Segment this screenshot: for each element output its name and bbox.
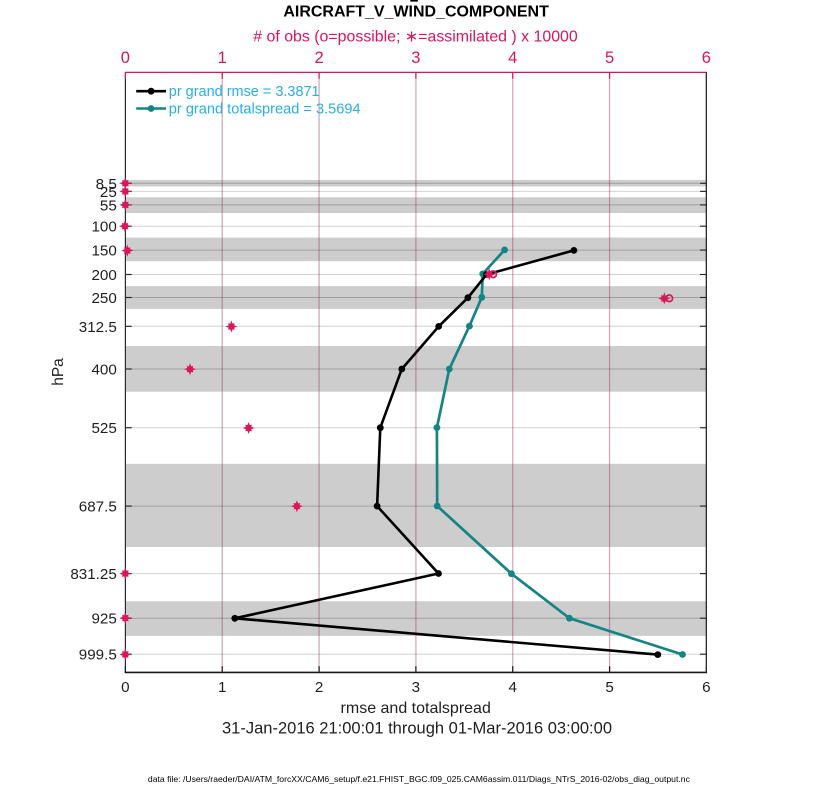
svg-text:400: 400 — [91, 362, 116, 379]
svg-text:# of obs (o=possible; ∗=assimi: # of obs (o=possible; ∗=assimilated ) x … — [253, 29, 578, 46]
svg-text:1: 1 — [218, 49, 227, 67]
svg-text:312.5: 312.5 — [79, 319, 117, 336]
svg-text:525: 525 — [91, 420, 116, 437]
svg-text:25: 25 — [100, 184, 117, 201]
svg-text:AIRCRAFT_V_WIND_COMPONENT: AIRCRAFT_V_WIND_COMPONENT — [283, 3, 549, 20]
svg-text:0: 0 — [121, 49, 130, 67]
svg-text:4: 4 — [509, 679, 517, 696]
svg-text:150: 150 — [91, 243, 116, 260]
svg-text:hPa: hPa — [50, 358, 67, 386]
svg-text:2: 2 — [315, 679, 323, 696]
svg-text:55: 55 — [100, 197, 117, 214]
svg-text:2: 2 — [314, 49, 323, 67]
svg-text:3: 3 — [411, 49, 420, 67]
svg-text:3: 3 — [412, 679, 420, 696]
svg-text:rmse and totalspread: rmse and totalspread — [341, 700, 491, 717]
svg-text:1: 1 — [218, 679, 226, 696]
svg-text:687.5: 687.5 — [79, 499, 117, 516]
svg-text:999.5: 999.5 — [79, 647, 117, 664]
svg-text:250: 250 — [91, 290, 116, 307]
svg-text:100: 100 — [91, 219, 116, 236]
svg-text:5: 5 — [605, 679, 613, 696]
svg-text:0: 0 — [121, 679, 129, 696]
svg-text:pr grand rmse = 3.3871: pr grand rmse = 3.3871 — [169, 84, 320, 100]
svg-text:200: 200 — [91, 267, 116, 284]
svg-text:8.5: 8.5 — [96, 176, 117, 193]
svg-text:6: 6 — [702, 679, 710, 696]
svg-text:4: 4 — [508, 49, 517, 67]
svg-text:6: 6 — [702, 49, 711, 67]
svg-text:pr grand totalspread = 3.5694: pr grand totalspread = 3.5694 — [169, 101, 361, 117]
svg-text:5: 5 — [605, 49, 614, 67]
svg-text:831.25: 831.25 — [70, 566, 116, 583]
svg-text:31-Jan-2016 21:00:01 through 0: 31-Jan-2016 21:00:01 through 01-Mar-2016… — [222, 720, 612, 738]
svg-text:925: 925 — [91, 611, 116, 628]
svg-text:data file: /Users/raeder/DAI/A: data file: /Users/raeder/DAI/ATM_forcXX/… — [148, 774, 691, 784]
